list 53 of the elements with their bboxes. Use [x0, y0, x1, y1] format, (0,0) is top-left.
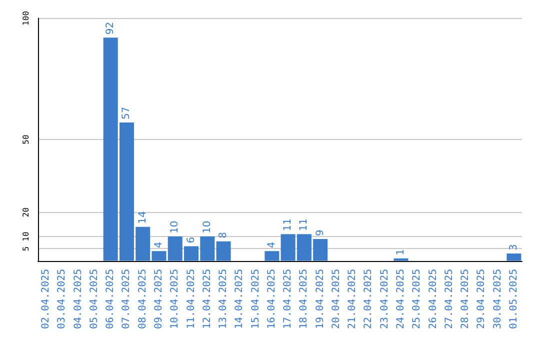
data-label: 57 — [121, 106, 132, 120]
x-tick-label: 14.04.2025 — [234, 268, 246, 330]
x-tick-label: 25.04.2025 — [412, 268, 423, 330]
x-tick-label: 13.04.2025 — [218, 268, 230, 330]
x-tick-label: 18.04.2025 — [298, 268, 310, 330]
bar — [264, 251, 280, 261]
y-tick-label: 20 — [22, 207, 30, 218]
x-tick-label: 29.04.2025 — [476, 268, 488, 330]
data-label: 11 — [282, 218, 294, 232]
bar — [216, 241, 231, 261]
data-label: 1 — [396, 248, 406, 256]
x-tick-label: 20.04.2025 — [330, 268, 342, 330]
x-tick-label: 16.04.2025 — [266, 268, 278, 330]
x-tick-label: 12.04.2025 — [202, 268, 213, 330]
x-tick-label: 21.04.2025 — [347, 268, 358, 330]
x-tick-label: 26.04.2025 — [428, 268, 439, 330]
x-tick-label: 30.04.2025 — [492, 268, 504, 330]
x-tick-label: 02.04.2025 — [40, 268, 52, 330]
x-tick-label: 17.04.2025 — [282, 268, 294, 330]
x-tick-label: 24.04.2025 — [396, 268, 406, 330]
data-label: 9 — [314, 230, 326, 236]
x-tick-label: 15.04.2025 — [250, 268, 262, 330]
data-label: 4 — [266, 242, 278, 248]
x-tick-label: 05.04.2025 — [88, 268, 100, 330]
x-tick-label: 08.04.2025 — [137, 268, 148, 330]
x-tick-label: 10.04.2025 — [170, 268, 181, 330]
x-tick-label: 22.04.2025 — [363, 268, 374, 330]
y-tick-label: 10 — [22, 232, 30, 242]
x-tick-label: 19.04.2025 — [314, 268, 326, 330]
y-tick-label: 5 — [22, 246, 30, 252]
data-label: 4 — [154, 242, 164, 248]
x-tick-label: 27.04.2025 — [444, 268, 455, 330]
data-label: 6 — [186, 236, 197, 244]
data-label: 3 — [508, 244, 520, 251]
x-tick-label: 06.04.2025 — [105, 268, 116, 330]
data-label: 11 — [298, 218, 310, 232]
y-tick-label: 50 — [22, 134, 30, 144]
data-label: 14 — [137, 211, 148, 224]
x-tick-label: 07.04.2025 — [121, 268, 132, 330]
x-tick-label: 09.04.2025 — [154, 268, 164, 330]
data-label: 92 — [105, 22, 116, 35]
x-tick-label: 28.04.2025 — [460, 268, 472, 330]
y-tick-label: 100 — [22, 10, 30, 26]
x-tick-label: 04.04.2025 — [72, 268, 84, 330]
bar — [506, 254, 522, 261]
data-label: 10 — [170, 220, 181, 234]
x-tick-label: 23.04.2025 — [379, 268, 390, 330]
data-label: 10 — [202, 220, 213, 234]
x-tick-label: 01.05.2025 — [508, 268, 520, 330]
bar — [394, 258, 408, 261]
x-tick-label: 03.04.2025 — [56, 268, 68, 330]
data-label: 8 — [218, 232, 230, 238]
x-tick-label: 11.04.2025 — [186, 268, 197, 330]
